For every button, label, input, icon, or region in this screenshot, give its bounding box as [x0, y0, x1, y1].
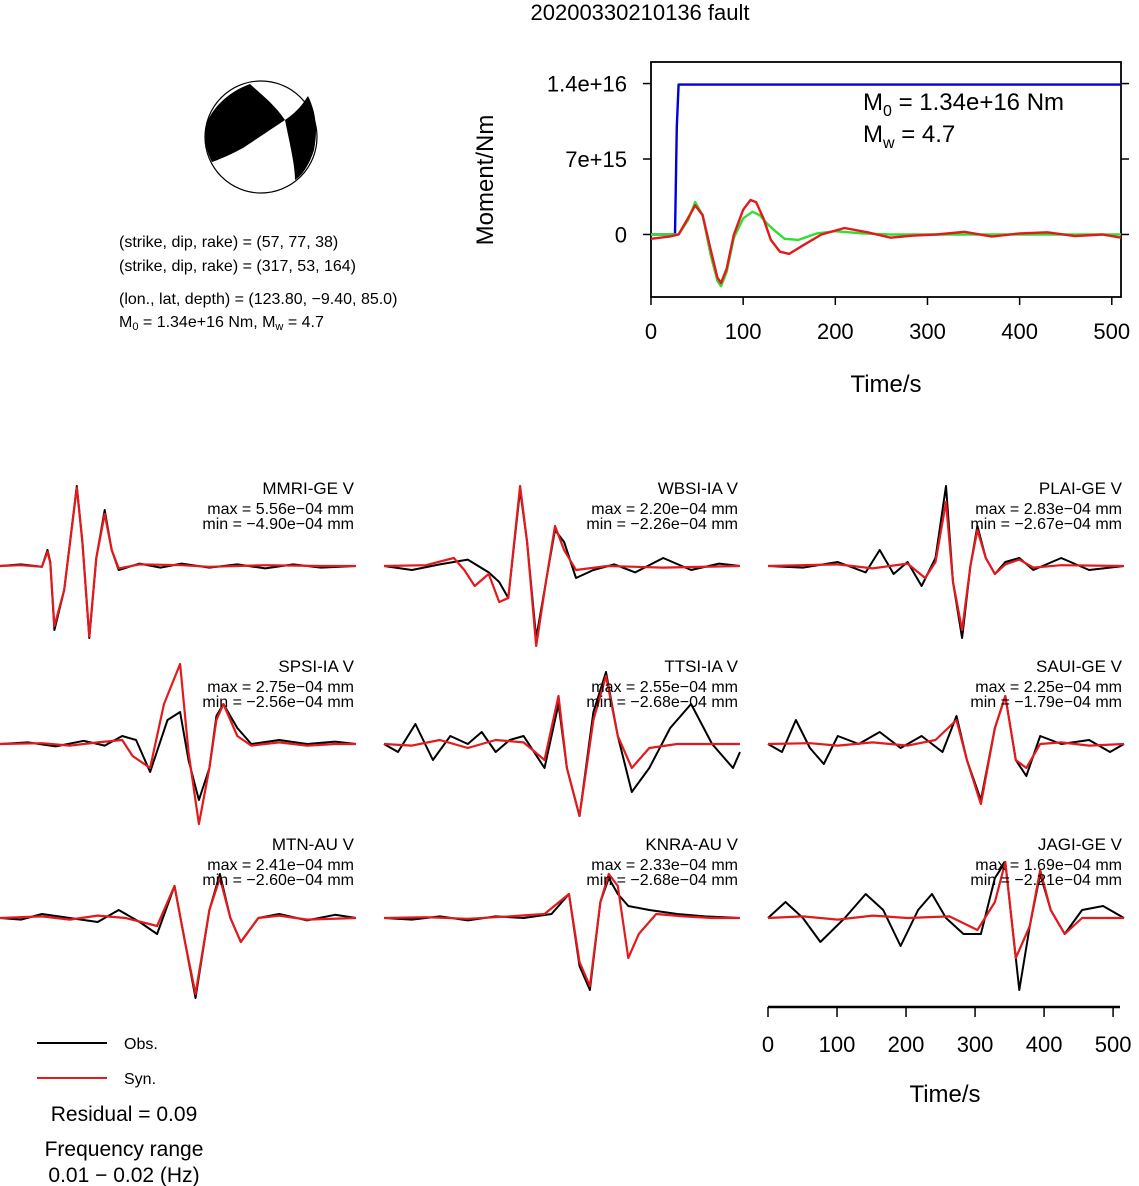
station-min: min = −2.68e−04 mm: [586, 694, 738, 711]
moment-xtick-label: 400: [1001, 319, 1038, 344]
mechanism-moment-line: M0 = 1.34e+16 Nm, Mw = 4.7: [119, 314, 324, 333]
moment-series-group: [650, 83, 1122, 288]
mechanism-line-3: (lon., lat, depth) = (123.80, −9.40, 85.…: [119, 291, 397, 308]
waveform-xlabel: Time/s: [909, 1081, 980, 1108]
waveform-xtick-label: 300: [957, 1032, 994, 1057]
station-min: min = −2.56e−04 mm: [202, 694, 354, 711]
station-max: max = 2.20e−04 mm: [591, 501, 738, 518]
legend-syn-label: Syn.: [124, 1071, 156, 1088]
beachball-compression-quadrant: [204, 84, 285, 162]
moment-ytick-label: 7e+15: [565, 147, 627, 172]
station-max: max = 2.33e−04 mm: [591, 857, 738, 874]
synthetic-moment-line: [650, 198, 1122, 285]
moment-mw-annotation: Mw = 4.7: [863, 121, 955, 152]
synthetic-waveform: [383, 872, 740, 988]
waveform-xtick-label: 200: [888, 1032, 925, 1057]
moment-axes: 0 100 200 300 400 500 0 7e+15 1.4e+16: [547, 72, 1130, 344]
station-min: min = −2.60e−04 mm: [202, 872, 354, 889]
station-name: PLAI-GE V: [1039, 479, 1123, 498]
moment-xtick-label: 300: [909, 319, 946, 344]
mechanism-info: (strike, dip, rake) = (57, 77, 38) (stri…: [119, 234, 397, 333]
station-min: min = −2.68e−04 mm: [586, 872, 738, 889]
legend-obs-label: Obs.: [124, 1036, 158, 1053]
waveform-xtick-label: 100: [819, 1032, 856, 1057]
synthetic-waveform: [383, 674, 740, 818]
synthetic-waveform: [0, 876, 357, 996]
station-name: MMRI-GE V: [262, 479, 354, 498]
observed-waveform: [383, 877, 741, 991]
moment-plot-frame: [650, 61, 1122, 298]
station-min: min = −4.90e−04 mm: [202, 516, 354, 533]
moment-m0-annotation: M0 = 1.34e+16 Nm: [863, 89, 1064, 120]
residual-text: Residual = 0.09: [51, 1103, 198, 1126]
station-max: max = 2.25e−04 mm: [975, 679, 1122, 696]
legend: Obs. Syn.: [37, 1036, 158, 1088]
beachball: [204, 80, 318, 194]
station-name: TTSI-IA V: [664, 657, 738, 676]
beachball-compression-quadrant-2: [285, 96, 316, 180]
station-max: max = 2.55e−04 mm: [591, 679, 738, 696]
station-name: SPSI-IA V: [278, 657, 354, 676]
green-function-line: [651, 200, 1121, 288]
station-max: max = 2.41e−04 mm: [207, 857, 354, 874]
station-name: MTN-AU V: [272, 835, 355, 854]
station-max: max = 1.69e−04 mm: [975, 857, 1122, 874]
observed-waveform: [0, 873, 357, 999]
waveform-xtick-label: 400: [1026, 1032, 1063, 1057]
moment-ytick-label: 1.4e+16: [547, 72, 627, 97]
waveform-time-axis: Time/s 0 100 200 300 400 500: [762, 1005, 1132, 1108]
frequency-range-value: 0.01 − 0.02 (Hz): [48, 1164, 199, 1186]
observed-waveform: [767, 695, 1125, 801]
synthetic-waveform: [767, 860, 1124, 960]
frequency-range-title: Frequency range: [45, 1138, 204, 1161]
station-name: WBSI-IA V: [658, 479, 739, 498]
waveform-xtick-label: 500: [1095, 1032, 1132, 1057]
mechanism-line-2: (strike, dip, rake) = (317, 53, 164): [119, 258, 356, 275]
station-min: min = −2.67e−04 mm: [970, 516, 1122, 533]
synthetic-waveform: [767, 694, 1125, 806]
synthetic-waveform: [0, 662, 356, 826]
station-max: max = 2.75e−04 mm: [207, 679, 354, 696]
station-name: JAGI-GE V: [1038, 835, 1123, 854]
station-min: min = −2.21e−04 mm: [970, 872, 1122, 889]
moment-xtick-label: 200: [817, 319, 854, 344]
waveform-xtick-label: 0: [762, 1032, 774, 1057]
synthetic-waveform: [383, 484, 741, 648]
station-max: max = 2.83e−04 mm: [975, 501, 1122, 518]
mechanism-line-1: (strike, dip, rake) = (57, 77, 38): [119, 234, 338, 251]
synthetic-waveform: [0, 486, 356, 638]
moment-xtick-label: 0: [645, 319, 657, 344]
station-min: min = −1.79e−04 mm: [970, 694, 1122, 711]
moment-ylabel: Moment/Nm: [472, 115, 499, 246]
synthetic-waveform: [767, 500, 1125, 632]
moment-ytick-label: 0: [615, 222, 627, 247]
figure-title: 20200330210136 fault: [531, 0, 750, 25]
station-name: SAUI-GE V: [1036, 657, 1123, 676]
station-name: KNRA-AU V: [645, 835, 738, 854]
station-max: max = 5.56e−04 mm: [207, 501, 354, 518]
station-min: min = −2.26e−04 mm: [586, 516, 738, 533]
moment-xtick-label: 100: [725, 319, 762, 344]
moment-xtick-label: 500: [1093, 319, 1130, 344]
observed-waveform: [0, 703, 357, 801]
moment-xlabel: Time/s: [850, 371, 921, 398]
